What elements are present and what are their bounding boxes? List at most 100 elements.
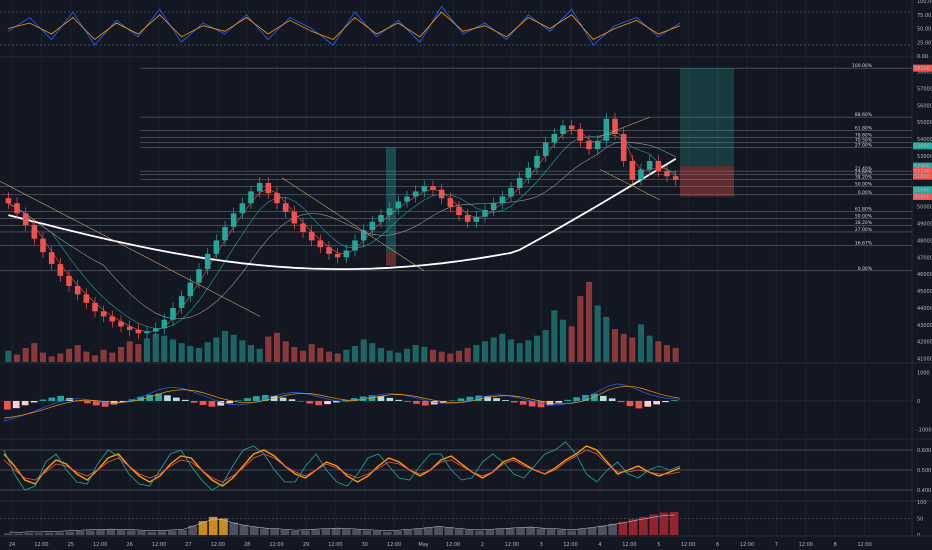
candle-body[interactable] bbox=[334, 253, 341, 258]
candle-body[interactable] bbox=[508, 188, 514, 197]
candle-body[interactable] bbox=[135, 329, 142, 334]
candle-body[interactable] bbox=[109, 316, 116, 322]
candle-body[interactable] bbox=[551, 134, 558, 143]
candle-body[interactable] bbox=[438, 189, 445, 199]
candle-body[interactable] bbox=[213, 240, 220, 254]
candle-body[interactable] bbox=[66, 275, 72, 286]
trend-line[interactable] bbox=[0, 181, 261, 317]
candle-body[interactable] bbox=[291, 211, 298, 224]
candle-body[interactable] bbox=[100, 311, 107, 317]
candle-body[interactable] bbox=[178, 296, 185, 308]
candle-body[interactable] bbox=[395, 201, 402, 209]
candle-body[interactable] bbox=[144, 331, 150, 334]
candle-body[interactable] bbox=[499, 196, 506, 204]
candle-body[interactable] bbox=[560, 125, 566, 134]
candle-body[interactable] bbox=[594, 140, 601, 150]
candle-body[interactable] bbox=[360, 230, 367, 241]
candle-body[interactable] bbox=[40, 238, 46, 253]
candle-body[interactable] bbox=[672, 176, 679, 180]
volume-pressure-panel[interactable] bbox=[0, 511, 912, 535]
candle-body[interactable] bbox=[378, 215, 384, 222]
candle-body[interactable] bbox=[464, 215, 471, 222]
candle-body[interactable] bbox=[412, 191, 419, 197]
macd-histogram-bar bbox=[430, 401, 438, 405]
candle-body[interactable] bbox=[5, 198, 12, 204]
price-tag[interactable] bbox=[913, 167, 932, 175]
price-tag[interactable] bbox=[913, 172, 932, 180]
candle-body[interactable] bbox=[204, 253, 211, 270]
candle-body[interactable] bbox=[577, 128, 584, 141]
candle-body[interactable] bbox=[256, 182, 263, 192]
candle-body[interactable] bbox=[57, 264, 64, 276]
candle-body[interactable] bbox=[646, 161, 653, 170]
long-position-stop[interactable] bbox=[680, 166, 734, 197]
stochastic-rsi-panel[interactable] bbox=[0, 5, 912, 46]
price-tag[interactable] bbox=[913, 142, 932, 150]
candle-body[interactable] bbox=[92, 302, 98, 312]
candle-body[interactable] bbox=[525, 167, 532, 178]
candle-body[interactable] bbox=[317, 240, 324, 248]
candle-body[interactable] bbox=[473, 216, 480, 222]
candle-body[interactable] bbox=[404, 196, 410, 202]
candle-body[interactable] bbox=[542, 142, 549, 156]
price-tag[interactable] bbox=[913, 162, 932, 170]
candle-body[interactable] bbox=[421, 186, 428, 192]
candle-body[interactable] bbox=[447, 198, 454, 207]
candle-body[interactable] bbox=[152, 328, 159, 332]
candle-body[interactable] bbox=[248, 191, 254, 204]
candle-body[interactable] bbox=[664, 171, 670, 177]
candle-body[interactable] bbox=[83, 294, 90, 303]
candle-body[interactable] bbox=[187, 282, 194, 297]
candle-body[interactable] bbox=[352, 240, 358, 251]
candle-body[interactable] bbox=[170, 307, 176, 320]
candle-body[interactable] bbox=[612, 118, 618, 134]
candle-body[interactable] bbox=[161, 319, 168, 329]
candle-body[interactable] bbox=[655, 161, 662, 172]
candle-body[interactable] bbox=[326, 247, 332, 254]
trend-line[interactable] bbox=[597, 116, 651, 138]
price-panel[interactable]: 100.00%88.60%61.80%78.60%70.50%27.00%21.… bbox=[0, 63, 912, 362]
price-tag[interactable] bbox=[913, 186, 932, 194]
candle-body[interactable] bbox=[265, 182, 272, 194]
candle-body[interactable] bbox=[343, 250, 350, 258]
candle-body[interactable] bbox=[369, 221, 376, 231]
candle-body[interactable] bbox=[456, 206, 462, 216]
candle-body[interactable] bbox=[126, 326, 133, 330]
price-tag[interactable] bbox=[913, 64, 932, 72]
candle-body[interactable] bbox=[430, 186, 436, 190]
candle-body[interactable] bbox=[516, 177, 523, 189]
candle-body[interactable] bbox=[14, 203, 20, 214]
candle-body[interactable] bbox=[118, 321, 124, 327]
candle-body[interactable] bbox=[31, 225, 38, 239]
candle-body[interactable] bbox=[239, 203, 246, 214]
candle-body[interactable] bbox=[620, 134, 627, 162]
trend-line[interactable] bbox=[281, 177, 425, 272]
candle-body[interactable] bbox=[534, 155, 540, 168]
macd-panel[interactable] bbox=[0, 383, 912, 422]
candle-body[interactable] bbox=[308, 231, 315, 241]
candle-body[interactable] bbox=[22, 213, 29, 226]
candle-body[interactable] bbox=[482, 210, 488, 217]
trend-line[interactable] bbox=[599, 169, 661, 201]
candle-body[interactable] bbox=[629, 161, 636, 180]
candle-body[interactable] bbox=[300, 223, 306, 232]
oscillator-panel[interactable] bbox=[0, 441, 912, 491]
price-tag[interactable] bbox=[913, 192, 932, 200]
candle-body[interactable] bbox=[230, 213, 237, 227]
candle-body[interactable] bbox=[490, 203, 497, 210]
candle-body[interactable] bbox=[274, 193, 280, 204]
candle-body[interactable] bbox=[48, 252, 55, 265]
candle-body[interactable] bbox=[386, 208, 393, 216]
candle-body[interactable] bbox=[74, 286, 81, 295]
candle-body[interactable] bbox=[638, 169, 644, 180]
candle-body[interactable] bbox=[222, 226, 228, 241]
candle-body[interactable] bbox=[586, 140, 592, 150]
candle-body[interactable] bbox=[568, 125, 575, 129]
long-position-target[interactable] bbox=[680, 68, 734, 167]
candle-body[interactable] bbox=[603, 118, 610, 141]
candle-body[interactable] bbox=[282, 203, 289, 212]
candle-body[interactable] bbox=[196, 269, 202, 283]
volume-bar bbox=[507, 339, 515, 362]
macd-histogram-bar bbox=[92, 401, 100, 406]
